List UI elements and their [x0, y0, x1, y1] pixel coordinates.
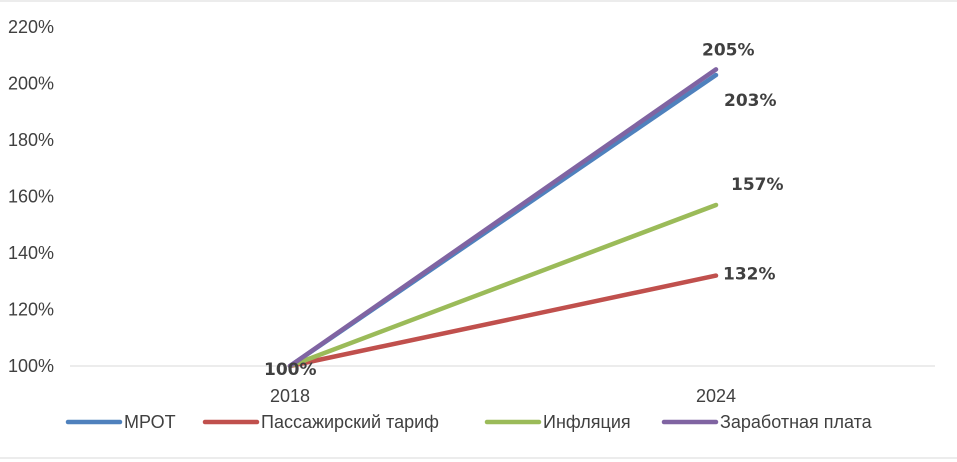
legend: МРОТ Пассажирский тариф Инфляция Заработная…: [65, 412, 873, 432]
y-tick-label: 100%: [8, 356, 54, 376]
y-axis: 100% 120% 140% 160% 180% 200% 220%: [8, 17, 54, 376]
y-tick-label: 160%: [8, 187, 54, 207]
x-tick-label: 2024: [696, 386, 736, 406]
x-tick-label: 2018: [270, 386, 310, 406]
y-tick-label: 200%: [8, 74, 54, 94]
y-tick-label: 140%: [8, 243, 54, 263]
legend-label: Инфляция: [543, 412, 631, 432]
data-label: 100%: [264, 360, 317, 380]
series-line: [287, 202, 719, 369]
data-label: 157%: [731, 175, 784, 195]
y-tick-label: 180%: [8, 130, 54, 150]
data-label: 205%: [702, 40, 755, 60]
series-lines: [287, 67, 719, 369]
legend-label: Заработная плата: [720, 412, 873, 432]
data-label: 203%: [724, 91, 777, 111]
legend-label: МРОТ: [124, 412, 176, 432]
y-tick-label: 120%: [8, 300, 54, 320]
y-tick-label: 220%: [8, 17, 54, 37]
x-axis: 2018 2024: [70, 365, 935, 406]
series-line: [287, 273, 719, 369]
data-label: 132%: [723, 265, 776, 285]
data-labels: 203% 132% 157% 100% 205%: [264, 40, 784, 380]
series-line: [287, 67, 719, 369]
legend-label: Пассажирский тариф: [261, 412, 439, 432]
